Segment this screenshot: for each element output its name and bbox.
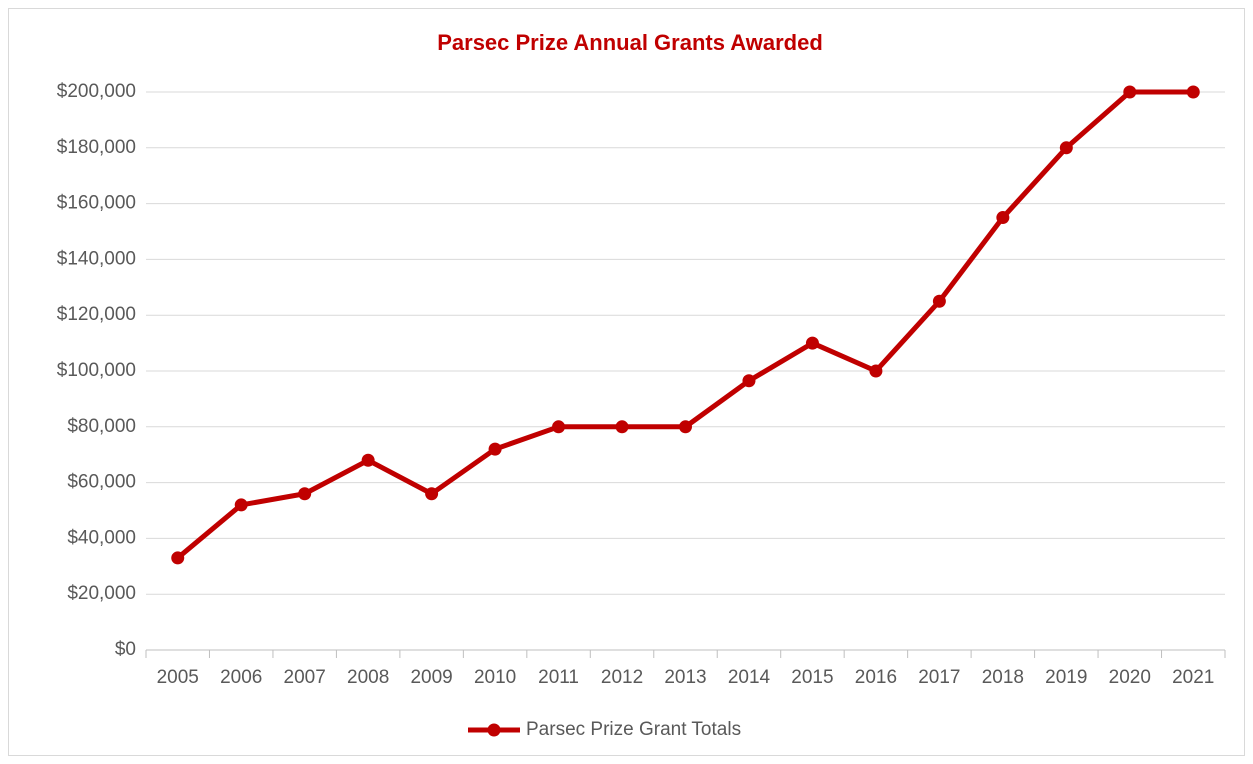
data-point: [171, 551, 185, 565]
x-tick-label: 2006: [220, 667, 262, 688]
x-tick-label: 2021: [1172, 667, 1214, 688]
y-tick-label: $140,000: [57, 248, 136, 269]
data-point: [679, 420, 692, 434]
data-point: [488, 442, 502, 456]
data-point: [361, 453, 375, 467]
y-tick-label: $200,000: [57, 81, 136, 102]
x-tick-label: 2011: [538, 667, 579, 688]
x-tick-label: 2019: [1045, 667, 1087, 688]
data-point: [869, 364, 883, 378]
legend-marker: [487, 723, 501, 737]
y-tick-label: $160,000: [57, 193, 136, 214]
chart-border: [8, 8, 1245, 756]
y-tick-label: $0: [115, 639, 136, 660]
y-tick-label: $80,000: [67, 416, 136, 437]
y-tick-label: $40,000: [67, 527, 136, 548]
y-tick-label: $120,000: [57, 304, 136, 325]
x-tick-label: 2009: [410, 667, 452, 688]
data-point: [996, 211, 1010, 225]
data-point: [552, 420, 566, 434]
x-tick-label: 2017: [918, 667, 960, 688]
data-point: [932, 294, 946, 308]
data-point: [1186, 85, 1200, 99]
legend-label: Parsec Prize Grant Totals: [526, 719, 741, 740]
x-tick-label: 2012: [601, 667, 643, 688]
x-tick-label: 2010: [474, 667, 516, 688]
data-point: [1123, 85, 1137, 99]
x-tick-label: 2005: [157, 667, 199, 688]
chart-title: Parsec Prize Annual Grants Awarded: [437, 30, 823, 55]
data-point: [1059, 141, 1073, 155]
data-point: [615, 420, 629, 434]
y-tick-label: $20,000: [67, 583, 136, 604]
x-tick-label: 2013: [664, 667, 706, 688]
y-tick-label: $100,000: [57, 360, 136, 381]
data-point: [425, 487, 439, 501]
x-tick-label: 2015: [791, 667, 833, 688]
data-point: [742, 374, 756, 388]
x-tick-label: 2016: [855, 667, 897, 688]
x-tick-label: 2020: [1109, 667, 1151, 688]
x-tick-label: 2014: [728, 667, 771, 688]
x-tick-label: 2008: [347, 667, 389, 688]
data-point: [298, 487, 312, 501]
y-tick-label: $60,000: [67, 472, 136, 493]
data-point: [805, 336, 819, 350]
x-tick-label: 2018: [982, 667, 1024, 688]
y-tick-label: $180,000: [57, 137, 136, 158]
x-tick-label: 2007: [284, 667, 326, 688]
data-point: [234, 498, 248, 512]
